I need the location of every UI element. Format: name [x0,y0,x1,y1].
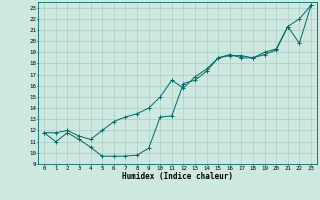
X-axis label: Humidex (Indice chaleur): Humidex (Indice chaleur) [122,172,233,181]
